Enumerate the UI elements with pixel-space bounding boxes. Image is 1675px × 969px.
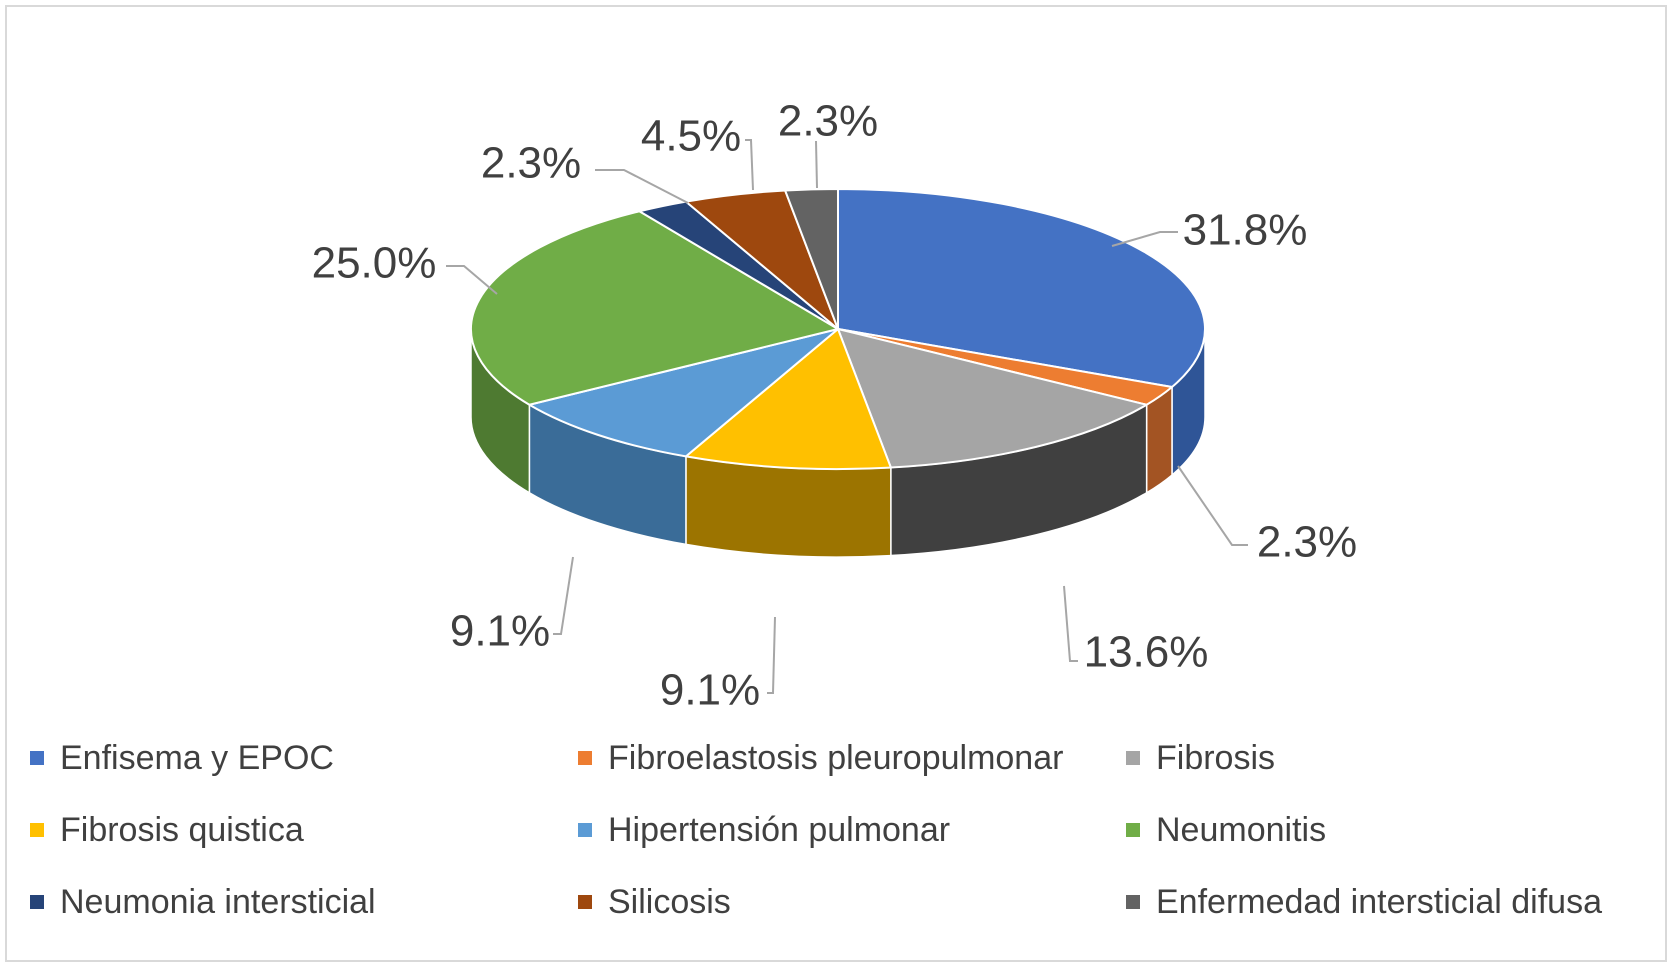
legend-swatch: [1126, 751, 1140, 765]
pie-slice-fibrosis-quistica: [684, 328, 892, 470]
legend-label: Neumonitis: [1156, 810, 1327, 849]
leader-line-neumonitis: [446, 265, 498, 295]
leader-line-fibroelastosis-pleuropulmonar: [1177, 465, 1248, 546]
legend-item-fibroelastosis: Fibroelastosis pleuropulmonar: [578, 738, 1063, 778]
leader-line-fibrosis: [1063, 585, 1078, 662]
data-label-fibrosis-quistica: 9.1%: [660, 666, 760, 715]
legend-item-silicosis: Silicosis: [578, 882, 731, 922]
pie-slice-enfisema-y-epoc: [837, 188, 1206, 389]
data-labels: 31.8% 2.3% 13.6% 9.1% 9.1% 25.0% 2.3% 4.5% 2.3%: [312, 97, 1358, 715]
leader-line-hipertension-pulmonar: [553, 556, 574, 635]
pie-slice-fibrosis: [837, 328, 1148, 469]
legend-swatch: [1126, 895, 1140, 909]
leader-line-silicosis: [745, 139, 754, 191]
legend-item-neumonitis: Neumonitis: [1126, 810, 1326, 850]
legend-swatch: [30, 751, 44, 765]
legend-swatch: [30, 895, 44, 909]
data-label-neumonia-intersticial: 2.3%: [481, 139, 581, 188]
legend-swatch: [578, 823, 592, 837]
data-label-hipertension-pulmonar: 9.1%: [450, 607, 550, 656]
legend-item-neumonia-intersticial: Neumonia intersticial: [30, 882, 376, 922]
data-label-enfermedad-intersticial-difusa: 2.3%: [778, 97, 878, 146]
data-label-fibroelastosis-pleuropulmonar: 2.3%: [1257, 518, 1357, 567]
pie-slice-neumonitis: [470, 210, 839, 406]
pie-sides: [470, 328, 1206, 558]
pie-slice-hipertension-pulmonar: [528, 328, 839, 458]
leader-line-enfisema-y-epoc: [1111, 231, 1178, 247]
pie-slice-enfermedad-intersticial-difusa: [784, 188, 839, 330]
pie-side-fibrosis-quistica: [685, 455, 892, 558]
legend-item-fibrosis: Fibrosis: [1126, 738, 1275, 778]
leader-line-fibrosis-quistica: [767, 616, 776, 694]
legend-label: Enfermedad intersticial difusa: [1156, 882, 1603, 921]
legend-swatch: [578, 751, 592, 765]
data-label-fibrosis: 13.6%: [1084, 628, 1209, 677]
legend-label: Enfisema y EPOC: [60, 738, 334, 777]
data-label-enfisema-y-epoc: 31.8%: [1183, 206, 1308, 255]
legend-item-enfermedad-intersticial: Enfermedad intersticial difusa: [1126, 882, 1602, 922]
legend-label: Neumonia intersticial: [60, 882, 376, 921]
legend-label: Fibrosis: [1156, 738, 1276, 777]
legend-item-fibrosis-quistica: Fibrosis quistica: [30, 810, 304, 850]
legend-label: Silicosis: [608, 882, 731, 921]
legend-label: Fibrosis quistica: [60, 810, 304, 849]
legend-label: Hipertensión pulmonar: [608, 810, 951, 849]
data-label-neumonitis: 25.0%: [312, 239, 437, 288]
pie-slices: [470, 188, 1206, 470]
legend-item-enfisema: Enfisema y EPOC: [30, 738, 334, 778]
leader-line-enfermedad-intersticial-difusa: [815, 140, 818, 189]
leader-line-neumonia-intersticial: [595, 169, 689, 204]
legend-swatch: [1126, 823, 1140, 837]
legend-swatch: [578, 895, 592, 909]
leader-lines: [446, 139, 1248, 694]
data-label-silicosis: 4.5%: [641, 112, 741, 161]
legend-label: Fibroelastosis pleuropulmonar: [608, 738, 1064, 777]
legend-swatch: [30, 823, 44, 837]
legend-item-hipertension: Hipertensión pulmonar: [578, 810, 950, 850]
